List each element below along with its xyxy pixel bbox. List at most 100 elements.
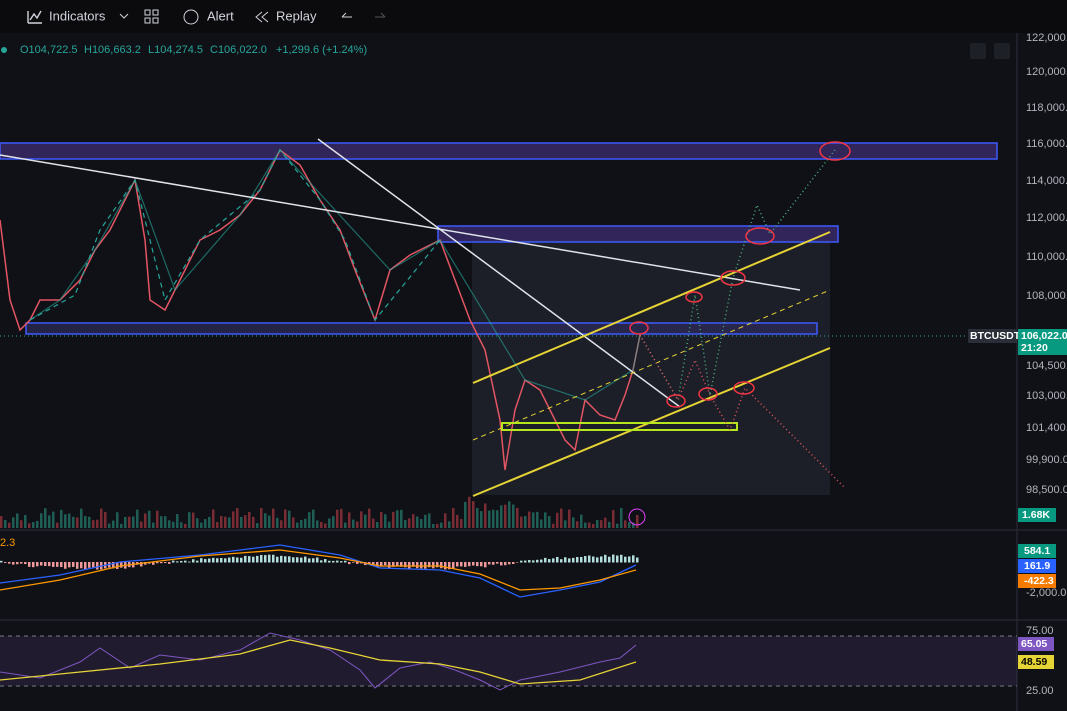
histogram-bar — [344, 560, 347, 563]
price-tick-label: 98,500.0 — [1026, 484, 1067, 496]
price-tick-label: 99,900.0 — [1026, 454, 1067, 466]
histogram-bar — [164, 562, 167, 564]
histogram-bar — [304, 556, 307, 563]
volume-bar — [564, 520, 567, 528]
volume-bar — [140, 521, 143, 528]
volume-bar — [320, 521, 323, 528]
histogram-bar — [200, 558, 203, 563]
volume-bar — [584, 522, 587, 528]
histogram-bar — [244, 555, 247, 563]
histogram-bar — [420, 562, 423, 569]
histogram-bar — [496, 562, 499, 564]
alert-button[interactable]: Alert — [183, 8, 234, 25]
volume-bar — [620, 508, 623, 528]
histogram-bar — [40, 562, 43, 566]
histogram-bar — [636, 557, 639, 563]
histogram-bar — [564, 557, 567, 563]
volume-bar — [20, 520, 23, 528]
volume-bar — [40, 513, 43, 528]
histogram-bar — [60, 562, 63, 568]
histogram-bar — [224, 558, 227, 563]
histogram-bar — [476, 562, 479, 567]
replay-label: Replay — [276, 8, 317, 23]
volume-bar — [380, 512, 383, 528]
histogram-bar — [232, 556, 235, 563]
volume-bar — [240, 516, 243, 528]
volume-bar — [180, 522, 183, 528]
histogram-bar — [536, 559, 539, 563]
price-tick-label: 110,000.0 — [1026, 251, 1067, 263]
histogram-bar — [552, 558, 555, 563]
symbol-label: BTCUSDT — [970, 330, 1021, 342]
histogram-bar — [284, 556, 287, 563]
histogram-bar — [312, 558, 315, 563]
volume-bar — [432, 523, 435, 528]
histogram-bar — [76, 562, 79, 569]
volume-bar — [96, 519, 99, 528]
scroll-button[interactable] — [970, 43, 986, 59]
signal-line — [0, 549, 637, 591]
histogram-bar — [236, 557, 239, 563]
histogram-bar — [240, 557, 243, 563]
volume-bar — [300, 519, 303, 528]
price-tick-label: 118,000.0 — [1026, 102, 1067, 114]
histogram-bar — [92, 562, 95, 568]
histogram-bar — [620, 554, 623, 563]
histogram-bar — [616, 555, 619, 563]
settings-button[interactable] — [994, 43, 1010, 59]
volume-bar — [144, 513, 147, 528]
histogram-bar — [448, 562, 451, 570]
undo-button[interactable] — [341, 12, 352, 18]
volume-bar — [24, 515, 27, 528]
trend-line — [317, 138, 681, 408]
volume-bar — [340, 508, 343, 528]
histogram-bar — [404, 562, 407, 568]
support-zone — [25, 322, 818, 335]
histogram-bar — [416, 562, 419, 569]
volume-bar — [188, 512, 191, 528]
histogram-bar — [604, 554, 607, 563]
channel-top — [472, 231, 831, 384]
volume-bar — [164, 516, 167, 528]
indicators-button[interactable]: Indicators — [27, 8, 129, 24]
layouts-button[interactable] — [144, 9, 159, 24]
histogram-bar — [572, 557, 575, 563]
volume-bar — [456, 514, 459, 528]
histogram-bar — [88, 562, 91, 568]
histogram-bar — [544, 557, 547, 563]
histogram-bar — [52, 562, 55, 567]
volume-bar — [92, 520, 95, 528]
volume — [0, 496, 639, 528]
volume-bar — [316, 520, 319, 528]
histogram-bar — [384, 562, 387, 566]
volume-bar — [388, 521, 391, 528]
rsi-badge — [1018, 655, 1054, 669]
volume-bar — [520, 516, 523, 528]
histogram-bar — [0, 560, 3, 563]
volume-bar — [444, 513, 447, 528]
volume-bar — [360, 511, 363, 528]
histogram-bar — [316, 557, 319, 563]
volume-bar — [636, 514, 639, 528]
event-icon[interactable] — [628, 508, 646, 526]
range-shade — [472, 240, 830, 495]
histogram-bar — [296, 557, 299, 563]
volume-bar — [292, 517, 295, 528]
histogram-bar — [624, 556, 627, 563]
volume-bar — [588, 522, 591, 528]
volume-bar — [368, 508, 371, 528]
histogram-bar — [472, 562, 475, 566]
replay-button[interactable]: Replay — [255, 8, 317, 23]
redo-button[interactable] — [375, 12, 386, 18]
histogram-bar — [596, 557, 599, 563]
histogram-bar — [152, 562, 155, 565]
histogram-bar — [356, 562, 359, 564]
volume-bar — [156, 510, 159, 528]
histogram-bar — [548, 559, 551, 563]
volume-bar — [592, 523, 595, 528]
histogram-bar — [524, 560, 527, 563]
histogram-bar — [588, 555, 591, 563]
rsi-badge — [1018, 637, 1054, 651]
legend-close: C106,022.0 — [210, 44, 267, 56]
volume-bar — [580, 514, 583, 528]
